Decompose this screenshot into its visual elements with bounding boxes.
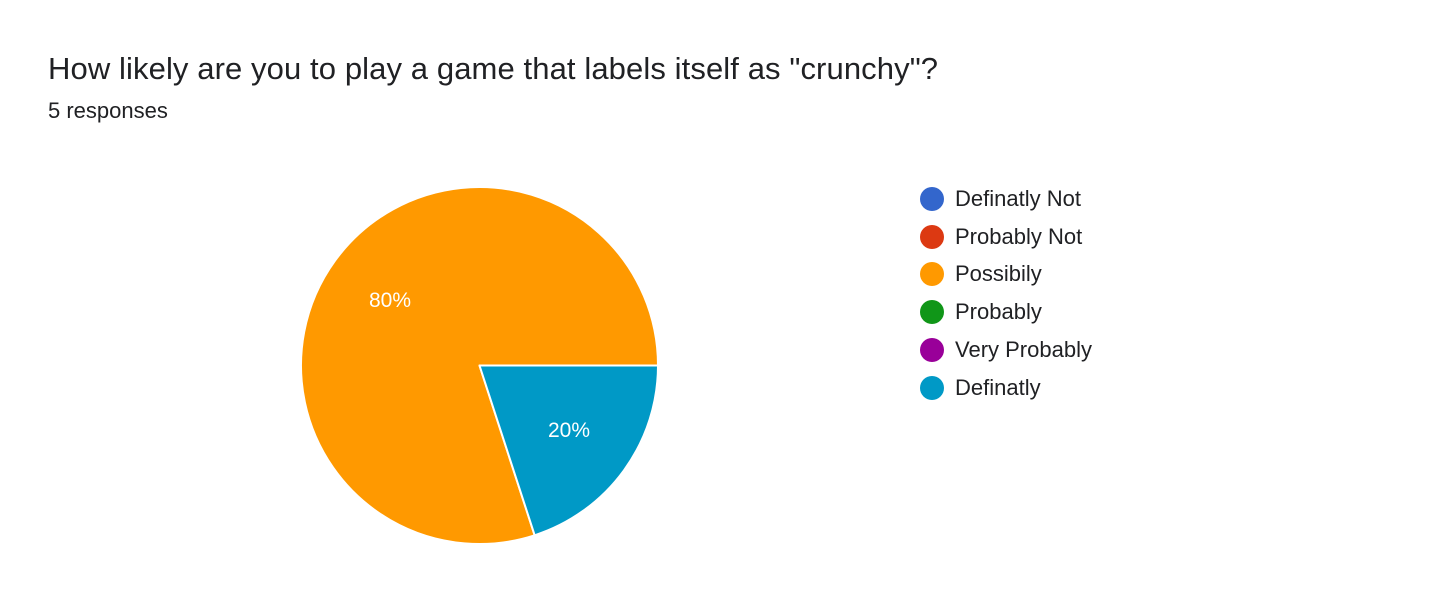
legend-label: Definatly Not: [955, 185, 1081, 211]
legend-item-probably-not[interactable]: Probably Not: [920, 218, 1092, 256]
legend-label: Very Probably: [955, 337, 1092, 363]
legend-item-definatly[interactable]: Definatly: [920, 369, 1092, 407]
legend-swatch: [920, 186, 944, 211]
pie-slice-possibily[interactable]: [300, 186, 659, 545]
legend-swatch: [920, 224, 944, 249]
legend-item-probably[interactable]: Probably: [920, 293, 1092, 331]
pie-label-possibily: 80%: [369, 289, 411, 312]
legend-item-definatly-not[interactable]: Definatly Not: [920, 180, 1092, 218]
legend-swatch: [920, 300, 944, 325]
response-count: 5 responses: [48, 98, 168, 123]
legend-label: Possibily: [955, 261, 1042, 287]
question-title: How likely are you to play a game that l…: [48, 51, 939, 86]
legend-item-very-probably[interactable]: Very Probably: [920, 331, 1092, 369]
legend-swatch: [920, 262, 944, 287]
legend-swatch: [920, 375, 944, 400]
legend-swatch: [920, 338, 944, 363]
chart-legend: Definatly Not Probably Not Possibily Probab…: [920, 180, 1092, 407]
legend-item-possibily[interactable]: Possibily: [920, 256, 1092, 294]
legend-label: Probably Not: [955, 223, 1083, 249]
legend-label: Definatly: [955, 374, 1041, 400]
pie-label-definatly: 20%: [548, 419, 590, 442]
legend-label: Probably: [955, 299, 1042, 325]
pie-slice-definatly[interactable]: [478, 364, 659, 537]
